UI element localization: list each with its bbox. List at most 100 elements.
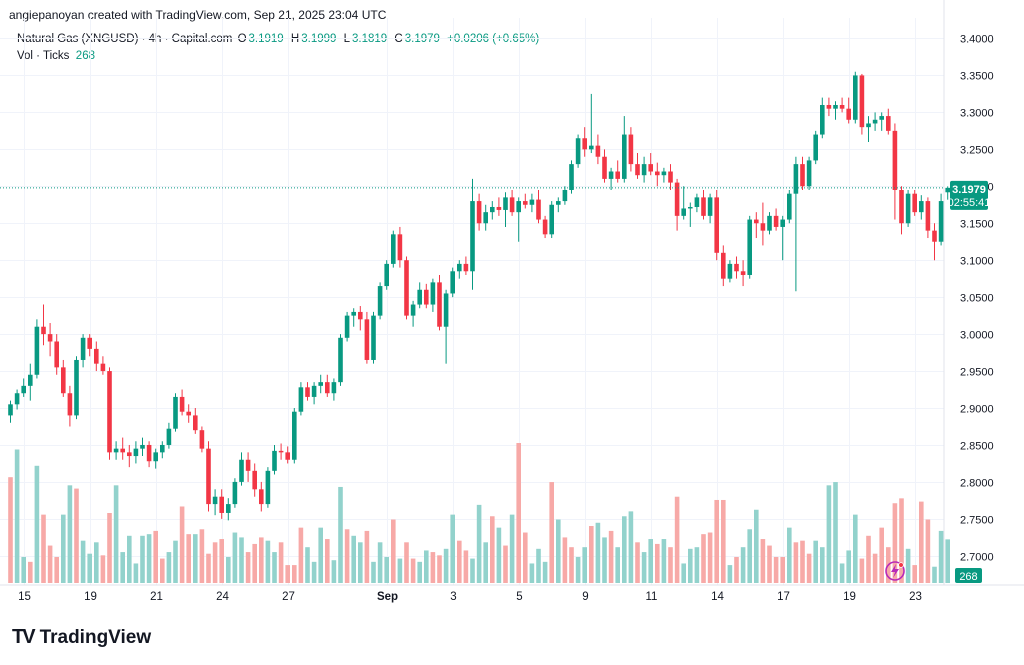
candle xyxy=(866,116,871,142)
volume-bar xyxy=(569,547,574,583)
candle xyxy=(21,378,26,397)
candle-body xyxy=(872,119,878,124)
chart-caption: angiepanoyan created with TradingView.co… xyxy=(9,8,387,22)
candle xyxy=(529,193,535,213)
price-chart[interactable]: 3.40003.35003.30003.25003.20003.15003.10… xyxy=(0,0,1024,612)
price-tick-label: 3.4000 xyxy=(960,34,994,46)
tradingview-wordmark: TradingView xyxy=(39,626,152,648)
volume-bar xyxy=(410,558,416,583)
volume-bar xyxy=(694,547,700,583)
volume-bar xyxy=(503,545,508,583)
volume-bar xyxy=(476,504,482,583)
candle-body xyxy=(529,199,535,205)
candle-body xyxy=(74,359,79,416)
volume-bar xyxy=(87,553,92,583)
candle-body xyxy=(490,206,495,213)
candle xyxy=(384,260,389,290)
candle-body xyxy=(503,197,508,210)
candle xyxy=(450,267,455,298)
volume-bar xyxy=(780,556,785,583)
candle xyxy=(193,408,198,434)
price-axis: 3.40003.35003.30003.25003.20003.15003.10… xyxy=(960,34,994,564)
candle xyxy=(285,446,290,464)
candle xyxy=(899,186,904,235)
volume-bar xyxy=(483,542,488,583)
volume-bar xyxy=(602,537,607,583)
volume-bar xyxy=(206,553,211,583)
candle xyxy=(410,300,416,327)
lightning-icon[interactable] xyxy=(885,561,905,581)
candle xyxy=(14,389,20,410)
candle xyxy=(694,193,700,213)
candle-body xyxy=(146,444,152,462)
candle xyxy=(674,178,680,231)
candle-body xyxy=(582,138,587,150)
candle xyxy=(311,382,317,405)
candle xyxy=(331,378,337,401)
candle xyxy=(589,93,594,154)
candle-body xyxy=(133,448,139,457)
candle xyxy=(892,123,898,220)
candle-body xyxy=(364,319,370,360)
time-tick-label: Sep xyxy=(377,591,398,603)
volume-bar xyxy=(727,565,733,583)
candle xyxy=(615,160,620,183)
volume-bars xyxy=(8,443,950,583)
candle-body xyxy=(120,448,125,453)
candle-body xyxy=(179,396,185,412)
candle xyxy=(54,334,59,375)
candle-body xyxy=(879,116,884,120)
candle-body xyxy=(410,304,416,316)
volume-bar xyxy=(806,553,812,583)
volume-bar xyxy=(443,548,449,583)
volume-bar xyxy=(912,565,917,583)
candle xyxy=(569,160,574,194)
candle xyxy=(655,162,660,187)
candle-body xyxy=(648,164,653,172)
candle xyxy=(839,97,845,113)
time-tick-label: 14 xyxy=(711,591,724,603)
volume-bar xyxy=(833,482,838,583)
volume-bar xyxy=(146,534,152,583)
candle xyxy=(41,304,46,346)
volume-bar xyxy=(714,499,719,583)
volume-label[interactable]: Vol · Ticks xyxy=(17,50,70,62)
candle-body xyxy=(285,452,290,460)
candle xyxy=(516,197,521,242)
candle-body xyxy=(252,470,257,490)
candle xyxy=(648,153,653,176)
volume-bar xyxy=(839,563,845,583)
candle xyxy=(127,444,132,468)
tradingview-brand[interactable]: TV TradingView xyxy=(12,626,151,649)
candle xyxy=(391,230,396,268)
volume-bar xyxy=(754,509,759,583)
candle xyxy=(107,367,112,460)
volume-bar xyxy=(853,514,858,583)
time-tick-label: 17 xyxy=(777,591,790,603)
volume-bar xyxy=(892,503,898,583)
candle-body xyxy=(28,374,33,386)
volume-bar xyxy=(311,561,317,583)
volume-bar xyxy=(575,556,581,583)
candle-body xyxy=(721,252,726,279)
time-tick-label: 27 xyxy=(282,591,295,603)
price-tick-label: 2.8000 xyxy=(960,478,994,490)
candle-body xyxy=(760,223,766,231)
candle-body xyxy=(569,164,574,190)
candle-body xyxy=(358,311,363,320)
candle-body xyxy=(344,315,350,338)
candle-body xyxy=(463,263,469,272)
volume-bar xyxy=(259,537,264,583)
candle-body xyxy=(325,382,330,394)
candle xyxy=(305,382,310,401)
price-tick-label: 3.3500 xyxy=(960,71,994,83)
candle xyxy=(259,481,264,512)
volume-bar xyxy=(364,530,370,583)
volume-bar xyxy=(430,552,436,583)
candle xyxy=(371,311,376,364)
candle xyxy=(113,441,119,460)
candle xyxy=(820,97,825,139)
candle-body xyxy=(219,496,224,513)
candle xyxy=(872,112,878,131)
candle-body xyxy=(787,193,792,220)
